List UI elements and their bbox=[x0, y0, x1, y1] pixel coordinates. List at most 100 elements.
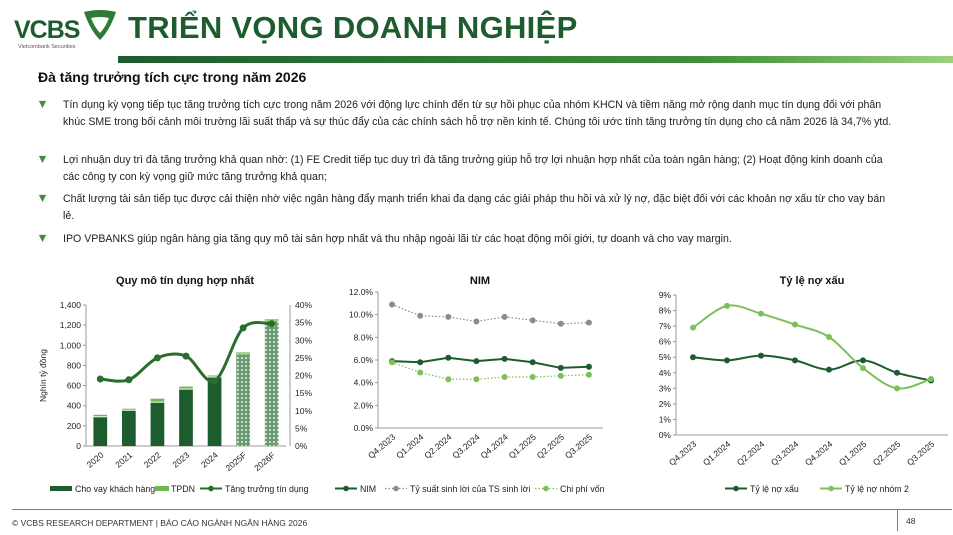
series-point bbox=[690, 354, 696, 361]
y-tick-label: 6.0% bbox=[354, 355, 374, 365]
x-tick-label: Q2.2024 bbox=[422, 432, 454, 461]
y-tick-label: 5% bbox=[659, 352, 672, 362]
y2-tick-label: 10% bbox=[295, 406, 312, 416]
y-tick-label: 600 bbox=[67, 381, 81, 391]
chart-title: Quy mô tín dụng hợp nhất bbox=[116, 275, 254, 287]
y-tick-label: 3% bbox=[659, 383, 672, 393]
series-point bbox=[585, 363, 592, 370]
bar-tpdn bbox=[207, 375, 222, 377]
legend-label: Cho vay khách hàng bbox=[75, 484, 155, 494]
x-tick-label: Q4.2024 bbox=[803, 439, 835, 468]
y-tick-label: 10.0% bbox=[349, 310, 374, 320]
page-number: 48 bbox=[906, 516, 916, 526]
legend-marker bbox=[343, 485, 349, 492]
point-credit-growth bbox=[268, 320, 276, 328]
y-tick-label: 800 bbox=[67, 360, 81, 370]
series-point bbox=[445, 376, 452, 383]
x-tick-label: Q3.2025 bbox=[905, 439, 937, 468]
series-point bbox=[860, 365, 866, 372]
y-tick-label: 0% bbox=[659, 430, 672, 440]
bar-loans bbox=[179, 389, 193, 446]
shield-bullet-icon bbox=[38, 100, 47, 109]
series-point bbox=[928, 376, 934, 382]
legend-label: Tỷ lệ nợ nhóm 2 bbox=[845, 484, 909, 494]
x-tick-label: Q4.2024 bbox=[478, 432, 510, 461]
x-tick-label: 2025F bbox=[224, 450, 249, 473]
series-point bbox=[473, 318, 480, 325]
x-tick-label: Q2.2025 bbox=[535, 432, 567, 461]
bullet-item: IPO VPBANKS giúp ngân hàng gia tăng quy … bbox=[38, 231, 898, 248]
x-tick-label: Q1.2025 bbox=[507, 432, 539, 461]
bullet-item: Tín dụng kỳ vọng tiếp tục tăng trưởng tí… bbox=[38, 97, 898, 132]
y2-tick-label: 30% bbox=[295, 335, 312, 345]
y-tick-label: 2% bbox=[659, 399, 672, 409]
series-point bbox=[585, 319, 592, 326]
logo-shield-icon bbox=[84, 10, 116, 40]
series-point bbox=[417, 359, 424, 366]
y2-tick-label: 25% bbox=[295, 353, 312, 363]
vcbs-logo: VCBS Vietcombank Securities bbox=[14, 6, 124, 52]
point-credit-growth bbox=[96, 375, 104, 383]
bar-tpdn bbox=[122, 408, 136, 410]
y-tick-label: 8.0% bbox=[354, 332, 374, 342]
series-line bbox=[692, 304, 932, 390]
series-point bbox=[389, 359, 396, 366]
bar-loans bbox=[93, 417, 108, 446]
x-tick-label: Q4.2023 bbox=[366, 432, 398, 461]
series-line bbox=[391, 303, 589, 325]
series-point bbox=[501, 313, 508, 320]
y-tick-label: 1,400 bbox=[60, 300, 82, 310]
legend-marker bbox=[393, 485, 399, 492]
y-tick-label: 0 bbox=[76, 441, 81, 451]
legend-marker bbox=[543, 485, 549, 492]
forecast-bar bbox=[264, 319, 279, 446]
y-tick-label: 7% bbox=[659, 321, 672, 331]
bar-loans bbox=[122, 410, 136, 446]
y-tick-label: 400 bbox=[67, 401, 81, 411]
x-tick-label: Q1.2024 bbox=[394, 432, 426, 461]
series-point bbox=[585, 371, 592, 378]
bullet-item: Chất lượng tài sản tiếp tục được cải thi… bbox=[38, 191, 898, 226]
series-point bbox=[792, 357, 798, 364]
series-point bbox=[557, 364, 564, 371]
legend-label: TPDN bbox=[171, 484, 195, 494]
y-tick-label: 9% bbox=[659, 290, 672, 300]
chart-title: Tỷ lệ nợ xấu bbox=[780, 275, 845, 287]
series-point bbox=[758, 352, 764, 359]
y-axis-label: Nghìn tỷ đồng bbox=[38, 349, 48, 402]
legend-label: Tăng trưởng tín dụng bbox=[225, 484, 309, 494]
legend-label: Tỷ suất sinh lời của TS sinh lời bbox=[410, 484, 530, 494]
shield-bullet-icon bbox=[38, 194, 47, 203]
x-tick-label: Q1.2025 bbox=[837, 439, 869, 468]
x-tick-label: Q3.2024 bbox=[450, 432, 482, 461]
series-point bbox=[792, 321, 798, 328]
y2-tick-label: 35% bbox=[295, 318, 312, 328]
y-tick-label: 0.0% bbox=[354, 423, 374, 433]
bar-tpdn bbox=[150, 398, 165, 402]
series-point bbox=[894, 385, 900, 392]
x-tick-label: 2022 bbox=[142, 450, 163, 470]
x-tick-label: Q2.2024 bbox=[735, 439, 767, 468]
y-tick-label: 4% bbox=[659, 368, 672, 378]
series-point bbox=[826, 366, 832, 373]
legend-marker bbox=[828, 485, 834, 492]
footer-text: © VCBS RESEARCH DEPARTMENT | BÁO CÁO NGÀ… bbox=[12, 518, 308, 528]
y-tick-label: 4.0% bbox=[354, 378, 374, 388]
page-title: TRIỂN VỌNG DOANH NGHIỆP bbox=[128, 10, 578, 45]
series-point bbox=[758, 310, 764, 317]
y2-tick-label: 15% bbox=[295, 388, 312, 398]
x-tick-label: Q4.2023 bbox=[667, 439, 699, 468]
series-point bbox=[417, 312, 424, 319]
footer-divider bbox=[12, 509, 952, 510]
bar-loans bbox=[207, 377, 222, 446]
x-tick-label: Q3.2025 bbox=[563, 432, 595, 461]
y2-tick-label: 5% bbox=[295, 423, 308, 433]
series-point bbox=[445, 354, 452, 361]
series-point bbox=[529, 374, 536, 380]
series-point bbox=[894, 369, 900, 376]
series-point bbox=[417, 369, 424, 376]
y2-tick-label: 20% bbox=[295, 371, 312, 381]
bar-tpdn bbox=[179, 386, 193, 389]
bar-loans bbox=[150, 402, 165, 446]
legend-swatch bbox=[50, 486, 72, 491]
